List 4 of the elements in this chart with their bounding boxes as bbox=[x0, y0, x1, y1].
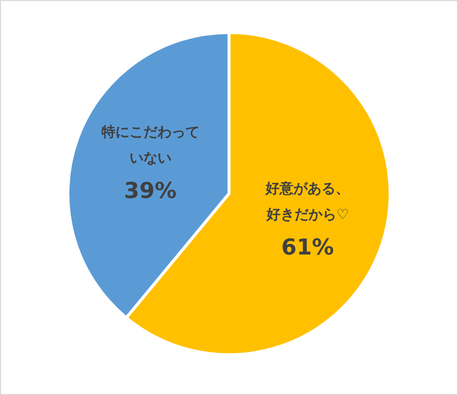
data-label: 39% bbox=[124, 178, 177, 204]
slice-label: 特にこだわっていない bbox=[100, 124, 200, 166]
slice-label: 好意がある、好きだから♡ bbox=[264, 180, 350, 223]
data-label: 61% bbox=[281, 235, 334, 260]
